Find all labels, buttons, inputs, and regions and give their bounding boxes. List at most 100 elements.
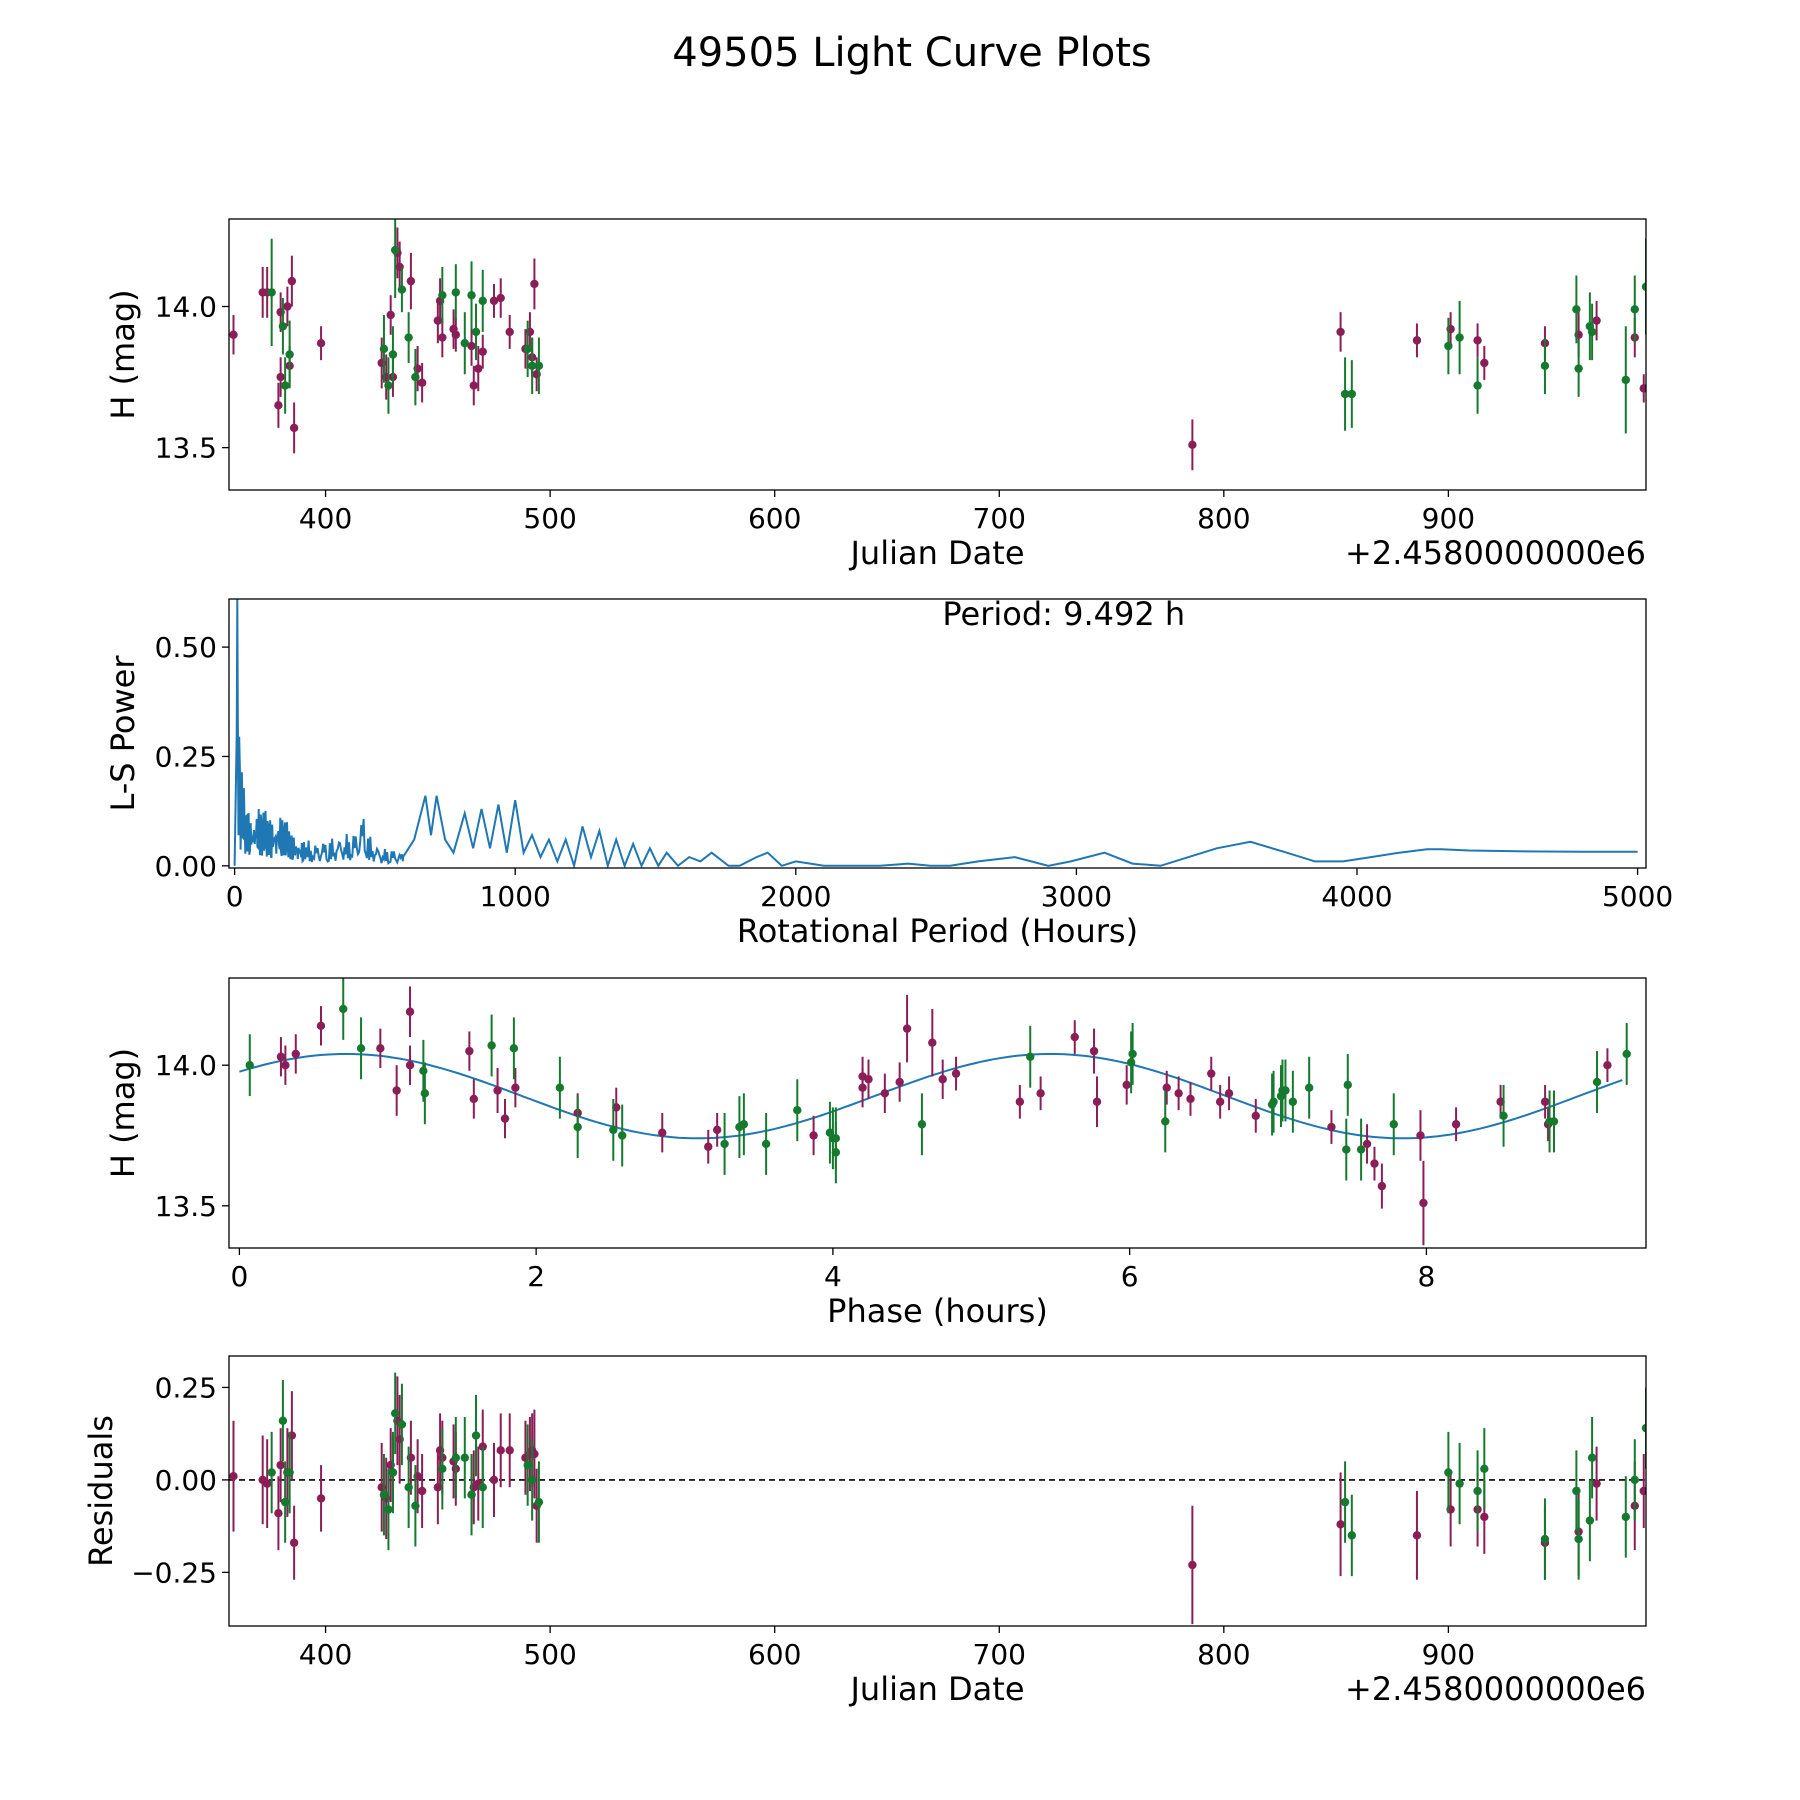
data-point <box>1288 1097 1298 1106</box>
data-point <box>720 1139 729 1149</box>
data-point <box>262 1479 272 1488</box>
data-point <box>1340 1497 1350 1507</box>
data-point <box>460 339 469 348</box>
x-tick-label: 900 <box>1422 1638 1475 1671</box>
data-point <box>1572 1486 1581 1496</box>
y-tick-label: 0.00 <box>155 850 217 883</box>
plot-area <box>239 978 1631 1246</box>
data-point <box>523 344 532 354</box>
x-tick-label: 2000 <box>760 880 831 913</box>
data-point <box>1592 1479 1601 1488</box>
data-point <box>280 1497 290 1507</box>
x-tick-label: 4 <box>824 1260 842 1293</box>
data-point <box>500 1114 510 1123</box>
data-point <box>420 1089 430 1098</box>
data-point <box>390 245 400 255</box>
data-point <box>1336 1520 1345 1529</box>
data-point <box>291 1049 300 1059</box>
figure-title: 49505 Light Curve Plots <box>672 30 1151 76</box>
data-point <box>809 1131 818 1140</box>
data-point <box>438 1464 447 1474</box>
data-point <box>379 1490 389 1499</box>
data-point <box>530 279 539 289</box>
y-axis-title: H (mag) <box>104 1048 142 1178</box>
data-point <box>471 1431 481 1440</box>
data-point <box>1070 1032 1079 1042</box>
data-point <box>1592 1077 1602 1087</box>
data-point <box>1269 1097 1278 1106</box>
data-point <box>276 1460 285 1470</box>
data-point <box>467 1490 476 1499</box>
data-point <box>951 1069 961 1078</box>
x-tick-label: 500 <box>523 502 576 535</box>
x-tick-label: 400 <box>299 502 352 535</box>
data-point <box>316 1021 326 1031</box>
data-point <box>1444 1468 1453 1477</box>
data-point <box>280 381 290 390</box>
y-axis-title: Residuals <box>82 1415 120 1567</box>
series-green <box>267 1372 1646 1580</box>
data-point <box>1416 1131 1425 1140</box>
data-point <box>793 1105 802 1115</box>
data-point <box>388 1468 398 1477</box>
data-point <box>417 1486 427 1496</box>
data-point <box>285 1468 294 1477</box>
panel-phase-folded: 0 2 4 6 8 13.5 14.0 Phase (hours) H (mag) <box>104 977 1647 1330</box>
data-point <box>1336 327 1345 337</box>
y-tick-label: 0.25 <box>155 740 217 773</box>
data-point <box>281 1060 290 1070</box>
data-point <box>1499 1111 1508 1121</box>
y-tick-label: 13.5 <box>155 1190 217 1223</box>
data-point <box>1574 1534 1583 1544</box>
plot-area <box>229 1372 1646 1625</box>
data-point <box>438 333 447 342</box>
data-point <box>1621 375 1630 385</box>
x-tick-label: 2 <box>527 1260 545 1293</box>
data-point <box>1473 336 1482 345</box>
data-point <box>404 1483 413 1492</box>
data-point <box>392 1086 401 1095</box>
data-point <box>1036 1089 1045 1098</box>
x-tick-label: 6 <box>1121 1260 1139 1293</box>
data-point <box>1455 333 1464 342</box>
data-point <box>1224 1089 1234 1098</box>
data-point <box>1207 1069 1216 1078</box>
data-point <box>1473 381 1482 390</box>
y-tick-label: 13.5 <box>155 432 217 465</box>
data-point <box>1174 1089 1183 1098</box>
x-axis-title: Julian Date <box>848 1670 1024 1708</box>
data-point <box>1444 341 1453 351</box>
series-green <box>267 219 1646 434</box>
x-tick-label: 0 <box>230 1260 248 1293</box>
data-point <box>478 1483 487 1492</box>
data-point <box>511 1083 520 1092</box>
data-point <box>1622 1049 1631 1059</box>
data-point <box>1340 389 1350 399</box>
data-point <box>831 1134 841 1143</box>
y-tick-label: −0.25 <box>131 1556 217 1589</box>
data-point <box>274 1508 283 1518</box>
x-tick-label: 700 <box>973 502 1026 535</box>
data-point <box>1356 1145 1366 1154</box>
data-point <box>1455 1479 1464 1488</box>
data-point <box>864 1075 873 1084</box>
data-point <box>1419 1198 1428 1208</box>
data-point <box>1188 440 1197 450</box>
data-point <box>617 1131 627 1140</box>
data-point <box>1540 1534 1550 1544</box>
data-point <box>276 1052 286 1061</box>
x-tick-label: 0 <box>226 880 244 913</box>
data-point <box>858 1083 867 1092</box>
data-point <box>1377 1181 1387 1191</box>
data-point <box>658 1128 667 1137</box>
data-point <box>573 1122 582 1132</box>
plot-frame <box>228 977 1647 1249</box>
data-point <box>1549 1117 1559 1126</box>
data-point <box>534 361 544 370</box>
data-point <box>1621 1512 1630 1522</box>
data-point <box>478 347 487 356</box>
data-point <box>419 1066 428 1076</box>
data-point <box>1587 1453 1597 1462</box>
data-point <box>386 310 395 320</box>
